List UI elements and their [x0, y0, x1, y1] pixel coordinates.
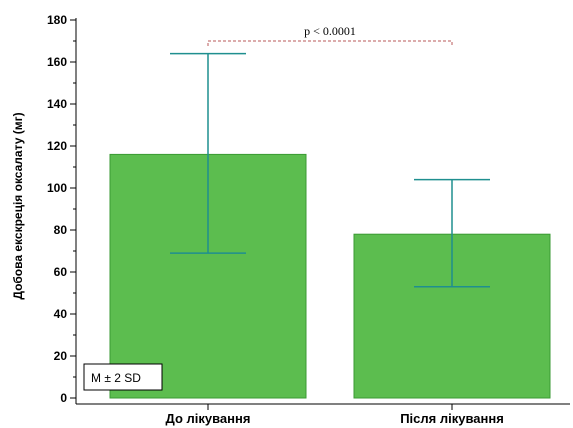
legend-label: M ± 2 SD: [91, 371, 141, 385]
legend-frame: [83, 363, 163, 391]
y-tick-label: 100: [47, 181, 67, 195]
y-tick-label: 120: [47, 139, 67, 153]
bars: [109, 153, 551, 399]
legend-box: M ± 2 SD: [83, 363, 163, 391]
y-tick-label: 20: [54, 349, 68, 363]
y-axis: 0 20 40 60 80 100 120 140 160 180: [47, 13, 77, 405]
p-value-label: p < 0.0001: [304, 24, 356, 38]
y-tick-label: 180: [47, 13, 67, 27]
y-tick-label: 0: [60, 391, 67, 405]
significance-annotation: p < 0.0001: [207, 24, 453, 46]
y-tick-label: 140: [47, 97, 67, 111]
x-category-label: Після лікування: [400, 411, 504, 426]
y-tick-label: 40: [54, 307, 68, 321]
x-axis: До лікування Після лікування: [76, 403, 570, 426]
y-tick-label: 80: [54, 223, 68, 237]
y-tick-label: 60: [54, 265, 68, 279]
error-bars: [170, 52, 490, 288]
y-tick-label: 160: [47, 55, 67, 69]
x-category-label: До лікування: [166, 411, 251, 426]
y-axis-label: Добова екскреція оксалату (мг): [11, 112, 25, 299]
significance-bracket: [207, 40, 453, 46]
